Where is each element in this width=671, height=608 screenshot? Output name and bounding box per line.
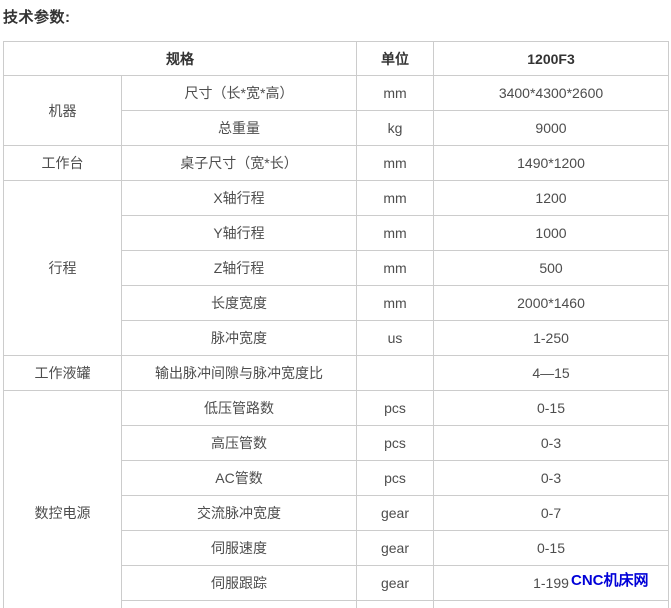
- spec-cell: X轴行程: [121, 180, 357, 216]
- unit-cell: mm: [356, 285, 434, 321]
- table-row: 机器 尺寸（长*宽*高） mm 3400*4300*2600: [3, 75, 669, 146]
- unit-cell: mm: [356, 180, 434, 216]
- value-cell: 0-3: [433, 425, 669, 461]
- unit-cell: [356, 355, 434, 391]
- col-header-unit: 单位: [356, 41, 434, 76]
- group-label-worktable: 工作台: [3, 145, 122, 181]
- value-cell: 0-3: [433, 460, 669, 496]
- value-cell: 4—15: [433, 355, 669, 391]
- group-label-travel: 行程: [3, 180, 122, 356]
- spec-cell: 低压管路数: [121, 390, 357, 426]
- value-cell: 3400*4300*2600: [433, 75, 669, 111]
- unit-cell: gear: [356, 565, 434, 601]
- spec-cell: 脉冲宽度: [121, 320, 357, 356]
- spec-cell: 交流脉冲宽度: [121, 495, 357, 531]
- spec-cell: AC管数: [121, 460, 357, 496]
- unit-cell: gear: [356, 530, 434, 566]
- unit-cell: mm: [356, 145, 434, 181]
- table-row: 伺服跟踪 gear 1-199: [4, 565, 669, 601]
- col-header-spec: 规格: [3, 41, 357, 76]
- value-cell: 0-15: [433, 390, 669, 426]
- spec-cell: 尺寸（长*宽*高）: [121, 75, 357, 111]
- table-row: Y轴行程 mm 1000: [4, 215, 669, 251]
- spec-cell: [121, 600, 357, 608]
- table-row: 工作台 桌子尺寸（宽*长） mm 1490*1200: [3, 145, 669, 181]
- col-header-model: 1200F3: [433, 41, 669, 76]
- unit-cell: pcs: [356, 460, 434, 496]
- table-row: [4, 600, 669, 608]
- table-row: 行程 X轴行程 mm 1200: [3, 180, 669, 356]
- value-cell: 1000: [433, 215, 669, 251]
- spec-cell: 总重量: [121, 110, 357, 146]
- table-row: 交流脉冲宽度 gear 0-7: [4, 495, 669, 531]
- spec-cell: Z轴行程: [121, 250, 357, 286]
- group-label-fluid-tank: 工作液罐: [3, 355, 122, 391]
- value-cell: 9000: [433, 110, 669, 146]
- unit-cell: mm: [356, 75, 434, 111]
- unit-cell: pcs: [356, 425, 434, 461]
- unit-cell: kg: [356, 110, 434, 146]
- unit-cell: mm: [356, 215, 434, 251]
- value-cell: 0-15: [433, 530, 669, 566]
- value-cell: [433, 600, 669, 608]
- table-row: AC管数 pcs 0-3: [4, 460, 669, 496]
- table-row: 长度宽度 mm 2000*1460: [4, 285, 669, 321]
- value-cell: 1-250: [433, 320, 669, 356]
- table-header-row: 规格 单位 1200F3: [3, 41, 669, 76]
- unit-cell: [356, 600, 434, 608]
- spec-cell: 桌子尺寸（宽*长）: [121, 145, 357, 181]
- value-cell: 2000*1460: [433, 285, 669, 321]
- value-cell: 500: [433, 250, 669, 286]
- spec-cell: Y轴行程: [121, 215, 357, 251]
- table-row: 总重量 kg 9000: [4, 110, 669, 146]
- table-row: 工作液罐 输出脉冲间隙与脉冲宽度比 4—15: [3, 355, 669, 391]
- table-row: 伺服速度 gear 0-15: [4, 530, 669, 566]
- unit-cell: us: [356, 320, 434, 356]
- spec-cell: 高压管数: [121, 425, 357, 461]
- watermark-link[interactable]: CNC机床网: [571, 572, 649, 589]
- table-row: 数控电源 低压管路数 pcs 0-15: [3, 390, 669, 608]
- value-cell: 1490*1200: [433, 145, 669, 181]
- unit-cell: gear: [356, 495, 434, 531]
- table-row: 脉冲宽度 us 1-250: [4, 320, 669, 356]
- group-label-machine: 机器: [3, 75, 122, 146]
- spec-cell: 长度宽度: [121, 285, 357, 321]
- table-row: Z轴行程 mm 500: [4, 250, 669, 286]
- spec-cell: 伺服速度: [121, 530, 357, 566]
- value-cell: 0-7: [433, 495, 669, 531]
- unit-cell: pcs: [356, 390, 434, 426]
- spec-cell: 输出脉冲间隙与脉冲宽度比: [121, 355, 357, 391]
- spec-cell: 伺服跟踪: [121, 565, 357, 601]
- page-title: 技术参数:: [3, 9, 71, 26]
- group-label-cnc-power: 数控电源: [3, 390, 122, 608]
- unit-cell: mm: [356, 250, 434, 286]
- spec-table: 规格 单位 1200F3 机器 尺寸（长*宽*高） mm 3400*4300*2…: [3, 41, 669, 608]
- value-cell: 1200: [433, 180, 669, 216]
- table-row: 高压管数 pcs 0-3: [4, 425, 669, 461]
- value-cell: 1-199: [433, 565, 669, 601]
